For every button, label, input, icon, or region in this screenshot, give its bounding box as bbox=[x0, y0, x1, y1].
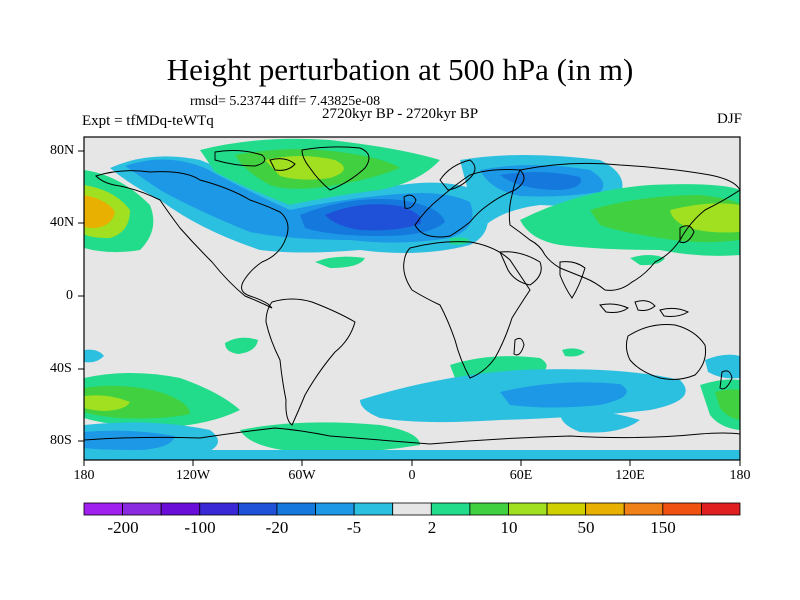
lat-tick-label: 80N bbox=[50, 143, 75, 158]
lon-tick-label: 0 bbox=[408, 468, 416, 483]
coastline-europe bbox=[414, 169, 525, 238]
contour-region bbox=[84, 349, 104, 363]
lat-tick-label: 40S bbox=[50, 361, 72, 376]
coastline-greenland bbox=[301, 146, 370, 191]
colorbar-label: -200 bbox=[107, 518, 139, 537]
axis-ticks bbox=[78, 150, 741, 466]
colorbar-label: 2 bbox=[427, 518, 437, 537]
colorbar-swatch bbox=[623, 502, 664, 516]
lat-tick-label: 0 bbox=[66, 288, 73, 303]
contour-region bbox=[500, 382, 627, 408]
lat-tick-label: 40N bbox=[50, 215, 75, 230]
colorbar-label: -100 bbox=[184, 518, 216, 537]
contour-region bbox=[562, 348, 585, 357]
coastline-antarctica bbox=[84, 427, 740, 445]
colorbar-swatch bbox=[160, 502, 201, 516]
coastline-indonesia bbox=[599, 300, 690, 317]
colorbar-swatch bbox=[83, 502, 123, 516]
lon-tick-label: 120W bbox=[175, 468, 211, 483]
contour-region bbox=[630, 255, 665, 266]
contour-region bbox=[500, 171, 581, 190]
season-label: DJF bbox=[716, 111, 742, 127]
colorbar-label: -20 bbox=[265, 518, 289, 537]
coastline-south-america bbox=[265, 298, 356, 426]
coastlines bbox=[84, 146, 740, 445]
colorbar-label: 10 bbox=[500, 518, 518, 537]
colorbar-swatch bbox=[276, 502, 316, 516]
statistics-text: rmsd= 5.23744 diff= 7.43825e-08 bbox=[190, 94, 381, 109]
colorbar-swatch bbox=[585, 502, 625, 516]
map-title: Height perturbation at 500 hPa (in m) bbox=[166, 52, 634, 87]
coastline-british-isles bbox=[403, 194, 417, 209]
coastline-japan bbox=[679, 225, 695, 243]
contour-region bbox=[84, 395, 130, 411]
colorbar-swatch bbox=[237, 502, 278, 516]
contour-region bbox=[265, 156, 344, 180]
coastline-new-zealand bbox=[719, 370, 733, 390]
colorbar-label: 50 bbox=[577, 518, 595, 537]
contour-region bbox=[450, 237, 470, 245]
contour-region bbox=[705, 354, 740, 379]
coastline-scandinavia bbox=[439, 159, 476, 191]
lon-tick-label: 180 bbox=[73, 468, 95, 483]
colorbar-swatch bbox=[662, 502, 702, 516]
coastline-arabia bbox=[499, 251, 542, 286]
colorbar-swatch bbox=[546, 502, 587, 516]
lat-tick-label: 80S bbox=[50, 433, 72, 448]
lon-tick-label: 60W bbox=[288, 468, 316, 483]
contour-region bbox=[84, 430, 175, 450]
coastline-asia bbox=[508, 162, 740, 291]
colorbar-swatch bbox=[353, 502, 394, 516]
lon-tick-label: 60E bbox=[509, 468, 533, 483]
coastline-north-america bbox=[95, 170, 289, 309]
colorbar-swatch bbox=[469, 502, 509, 516]
colorbar-swatch bbox=[430, 502, 471, 516]
coastline-madagascar bbox=[513, 337, 525, 356]
contour-fills bbox=[84, 138, 740, 460]
colorbar-label: -5 bbox=[346, 518, 362, 537]
coastline-arctic-islands bbox=[214, 150, 296, 171]
colorbar-swatch bbox=[392, 502, 432, 516]
contour-region bbox=[84, 450, 740, 460]
coastline-australia bbox=[625, 324, 706, 380]
coastline-africa bbox=[403, 241, 531, 379]
contour-region bbox=[715, 389, 740, 420]
contour-region bbox=[559, 409, 640, 433]
period-text: 2720kyr BP - 2720kyr BP bbox=[322, 106, 479, 122]
contour-region bbox=[225, 337, 258, 354]
coastline-india bbox=[559, 261, 586, 299]
lon-tick-label: 180 bbox=[729, 468, 751, 483]
colorbar-swatch bbox=[701, 502, 741, 516]
colorbar-swatch bbox=[122, 502, 162, 516]
contour-region bbox=[325, 204, 421, 231]
colorbar-swatch bbox=[508, 502, 548, 516]
contour-region bbox=[84, 195, 115, 228]
colorbar bbox=[83, 502, 741, 516]
lon-tick-label: 120E bbox=[615, 468, 645, 483]
contour-region bbox=[240, 422, 420, 453]
colorbar-label: 150 bbox=[650, 518, 676, 537]
contour-region bbox=[315, 256, 365, 268]
experiment-label: Expt = tfMDq-teWTq bbox=[82, 113, 214, 129]
colorbar-swatch bbox=[315, 502, 355, 516]
colorbar-swatch bbox=[199, 502, 239, 516]
contour-region bbox=[670, 203, 740, 233]
